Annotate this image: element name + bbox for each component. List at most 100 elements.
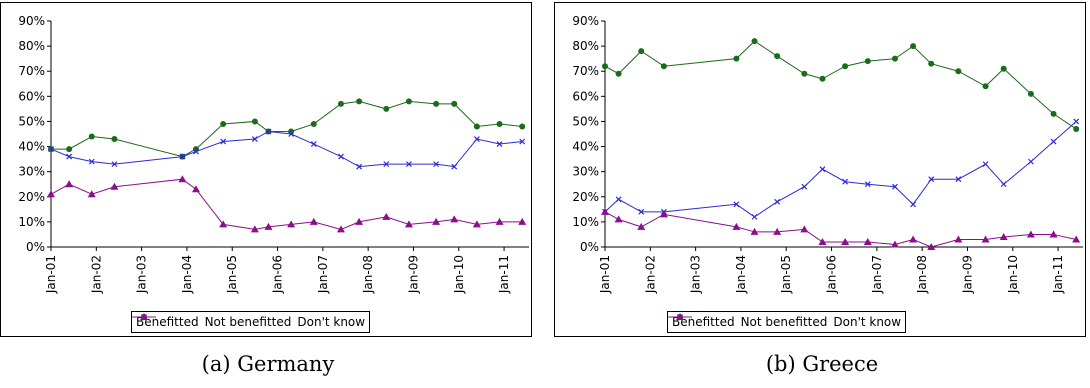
data-point-not-benefitted xyxy=(451,163,458,170)
data-point-benefitted xyxy=(473,123,480,130)
data-point-don-t-know xyxy=(863,237,872,245)
x-tick-label: Jan-02 xyxy=(643,255,657,294)
data-point-don-t-know xyxy=(601,207,609,215)
series-line-benefitted xyxy=(51,100,523,158)
data-point-don-t-know xyxy=(382,212,391,220)
data-point-don-t-know xyxy=(818,237,827,245)
data-point-benefitted xyxy=(982,83,989,90)
legend-label: Not benefitted xyxy=(204,315,292,329)
series-line-not-benefitted xyxy=(604,121,1077,218)
data-point-not-benefitted xyxy=(819,166,826,173)
x-tick-label: Jan-11 xyxy=(1051,255,1065,294)
data-point-don-t-know xyxy=(287,220,296,228)
y-tick-label: 50% xyxy=(18,114,45,128)
data-point-not-benefitted xyxy=(288,131,295,137)
legend-label: Benefitted xyxy=(136,315,199,329)
chart-panel-greece: 0% 10% 20% 30% 40% 50% 60% 70% 80% 90% Jan-01 Jan-0… xyxy=(554,0,1090,388)
data-point-not-benefitted xyxy=(1000,181,1007,188)
x-tick-label: Jan-10 xyxy=(452,255,466,294)
data-point-not-benefitted xyxy=(892,183,898,190)
data-point-don-t-know xyxy=(309,217,318,225)
y-tick-label: 80% xyxy=(572,39,599,53)
data-point-not-benefitted xyxy=(383,161,390,168)
x-tick-label: Jan-04 xyxy=(734,255,748,294)
data-point-benefitted xyxy=(660,63,667,70)
data-point-benefitted xyxy=(111,136,118,143)
x-tick-label: Jan-09 xyxy=(960,255,974,294)
line-chart-greece: 0% 10% 20% 30% 40% 50% 60% 70% 80% 90% Jan-01 Jan-0… xyxy=(572,14,1083,294)
legend-marker xyxy=(140,313,148,320)
legend-label: Not benefitted xyxy=(740,315,828,329)
data-point-don-t-know xyxy=(909,235,918,243)
chart-frame: 0% 10% 20% 30% 40% 50% 60% 70% 80% 90% Jan-01 Jan-0… xyxy=(0,2,532,337)
data-point-don-t-know xyxy=(1049,230,1058,238)
data-point-don-t-know xyxy=(800,225,809,233)
data-point-not-benefitted xyxy=(774,198,781,205)
data-point-not-benefitted xyxy=(265,128,272,135)
data-point-benefitted xyxy=(864,58,871,65)
x-tick-label: Jan-05 xyxy=(779,255,793,294)
x-tick-label: Jan-07 xyxy=(316,255,330,294)
data-point-not-benefitted xyxy=(864,181,871,188)
data-point-benefitted xyxy=(602,63,608,70)
data-point-don-t-know xyxy=(614,215,623,223)
legend-label: Don't know xyxy=(833,315,902,329)
y-tick-label: 10% xyxy=(572,215,599,229)
data-point-not-benefitted xyxy=(928,176,935,183)
data-point-don-t-know xyxy=(450,215,459,223)
data-point-don-t-know xyxy=(637,222,646,230)
data-point-not-benefitted xyxy=(1073,118,1080,125)
legend-item: Don't know xyxy=(668,313,902,329)
data-point-don-t-know xyxy=(191,185,200,193)
x-tick-label: Jan-03 xyxy=(689,255,703,294)
data-point-not-benefitted xyxy=(496,141,503,147)
data-point-don-t-know xyxy=(432,217,441,225)
y-tick-label: 40% xyxy=(18,140,45,154)
data-point-benefitted xyxy=(496,120,503,127)
data-point-benefitted xyxy=(1050,110,1057,117)
data-point-benefitted xyxy=(251,118,258,125)
y-tick-label: 70% xyxy=(572,64,599,78)
x-tick-label: Jan-11 xyxy=(497,255,511,294)
data-point-not-benefitted xyxy=(910,201,917,208)
y-tick-label: 90% xyxy=(572,14,599,28)
legend-swatch xyxy=(132,313,156,320)
y-tick-label: 30% xyxy=(572,165,599,179)
x-tick-label: Jan-02 xyxy=(89,255,103,294)
data-point-benefitted xyxy=(519,123,526,130)
series-line-don-t-know xyxy=(604,211,1077,248)
data-point-don-t-know xyxy=(954,235,963,243)
data-point-benefitted xyxy=(405,98,412,105)
data-point-don-t-know xyxy=(1072,235,1081,243)
data-point-not-benefitted xyxy=(801,183,808,190)
data-point-benefitted xyxy=(891,55,898,62)
data-point-not-benefitted xyxy=(179,153,186,160)
data-point-benefitted xyxy=(1027,90,1034,97)
data-point-benefitted xyxy=(337,100,344,107)
x-tick-label: Jan-01 xyxy=(598,255,612,294)
data-point-not-benefitted xyxy=(1050,138,1057,145)
legend-swatch xyxy=(668,313,692,320)
data-point-benefitted xyxy=(451,100,458,107)
data-point-don-t-know xyxy=(495,217,504,225)
chart-panel-germany: 0% 10% 20% 30% 40% 50% 60% 70% 80% 90% Jan-01 Jan-0… xyxy=(0,0,536,388)
data-point-don-t-know xyxy=(659,210,668,218)
data-point-benefitted xyxy=(751,38,758,45)
data-point-don-t-know xyxy=(87,190,96,198)
chart-caption: (b) Greece xyxy=(765,352,879,376)
data-point-not-benefitted xyxy=(48,146,54,152)
data-point-don-t-know xyxy=(65,180,74,188)
y-tick-label: 60% xyxy=(18,89,45,103)
x-tick-label: Jan-04 xyxy=(180,255,194,294)
chart-legend: Benefitted Not benefitted Don't know xyxy=(667,311,907,333)
data-point-benefitted xyxy=(910,43,917,50)
x-tick-label: Jan-06 xyxy=(271,255,285,294)
chart-caption: (a) Germany xyxy=(201,352,335,376)
x-tick-label: Jan-05 xyxy=(225,255,239,294)
data-point-not-benefitted xyxy=(220,138,227,145)
data-point-benefitted xyxy=(1000,65,1007,72)
y-tick-label: 0% xyxy=(26,240,45,254)
x-tick-label: Jan-08 xyxy=(915,255,929,294)
data-point-benefitted xyxy=(955,68,962,75)
y-tick-label: 70% xyxy=(18,64,45,78)
